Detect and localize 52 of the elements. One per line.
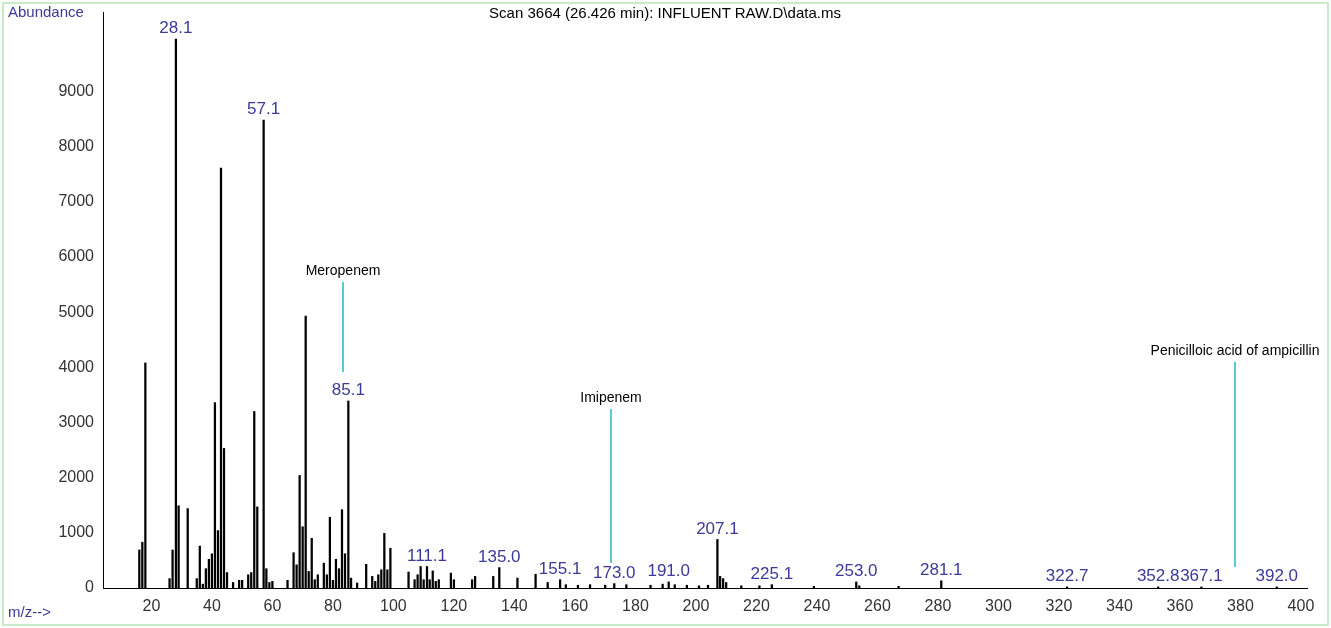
annotation: 57.1	[247, 99, 281, 119]
annotation: 85.1	[331, 380, 365, 400]
x-axis-title: m/z-->	[8, 602, 52, 620]
annotation: 392.0	[1255, 566, 1299, 586]
x-tick-label: 200	[682, 597, 710, 615]
annotation: 207.1	[696, 518, 739, 538]
x-tick-label: 400	[1287, 597, 1315, 615]
x-tick-label: 280	[924, 597, 952, 615]
x-tick-label: 360	[1166, 597, 1194, 615]
y-tick-label: 7000	[58, 192, 95, 210]
x-tick-label: 60	[263, 597, 282, 615]
x-tick-label: 340	[1106, 597, 1133, 615]
y-tick-label: 0	[85, 578, 95, 596]
y-tick-label: 6000	[58, 247, 95, 265]
annotation: Meropenem	[305, 261, 381, 278]
x-tick-label: 240	[803, 597, 831, 615]
x-tick-label: 80	[324, 597, 342, 615]
x-tick-label: 120	[440, 597, 468, 615]
annotation: Penicilloic acid of ampicillin	[1150, 341, 1320, 358]
annotation: 281.1	[919, 560, 963, 580]
annotation: 155.1	[538, 558, 582, 578]
x-tick-label: 180	[622, 597, 649, 615]
chart-title: Scan 3664 (26.426 min): INFLUENT RAW.D\data.ms	[489, 3, 841, 21]
annotation: 352.8	[1136, 566, 1180, 586]
x-tick-label: 380	[1227, 597, 1254, 615]
y-tick-label: 3000	[58, 412, 95, 430]
x-tick-label: 300	[985, 597, 1012, 615]
y-tick-label: 5000	[58, 302, 95, 320]
annotation: 253.0	[834, 561, 878, 581]
annotation: 322.7	[1045, 566, 1089, 586]
annotation: 191.0	[647, 561, 690, 581]
x-tick-label: 100	[380, 597, 407, 615]
y-tick-label: 9000	[58, 81, 95, 99]
annotation: 367.1	[1180, 566, 1223, 586]
annotation: 135.0	[478, 546, 521, 566]
x-tick-label: 140	[501, 597, 528, 615]
y-axis-title: Abundance	[8, 2, 84, 20]
annotation: 173.0	[592, 562, 636, 582]
annotation: 28.1	[159, 18, 193, 38]
x-tick-label: 320	[1045, 597, 1073, 615]
y-tick-label: 4000	[58, 357, 95, 375]
y-tick-label: 8000	[58, 137, 95, 155]
x-tick-label: 260	[864, 597, 891, 615]
x-tick-label: 20	[142, 597, 161, 615]
y-tick-label: 1000	[58, 523, 95, 541]
annotation: 111.1	[406, 545, 448, 565]
y-tick-label: 2000	[58, 468, 95, 486]
x-tick-label: 40	[203, 597, 221, 615]
annotation: Imipenem	[580, 388, 642, 405]
annotation: 225.1	[750, 563, 794, 583]
x-tick-label: 220	[743, 597, 770, 615]
x-tick-label: 160	[561, 597, 589, 615]
